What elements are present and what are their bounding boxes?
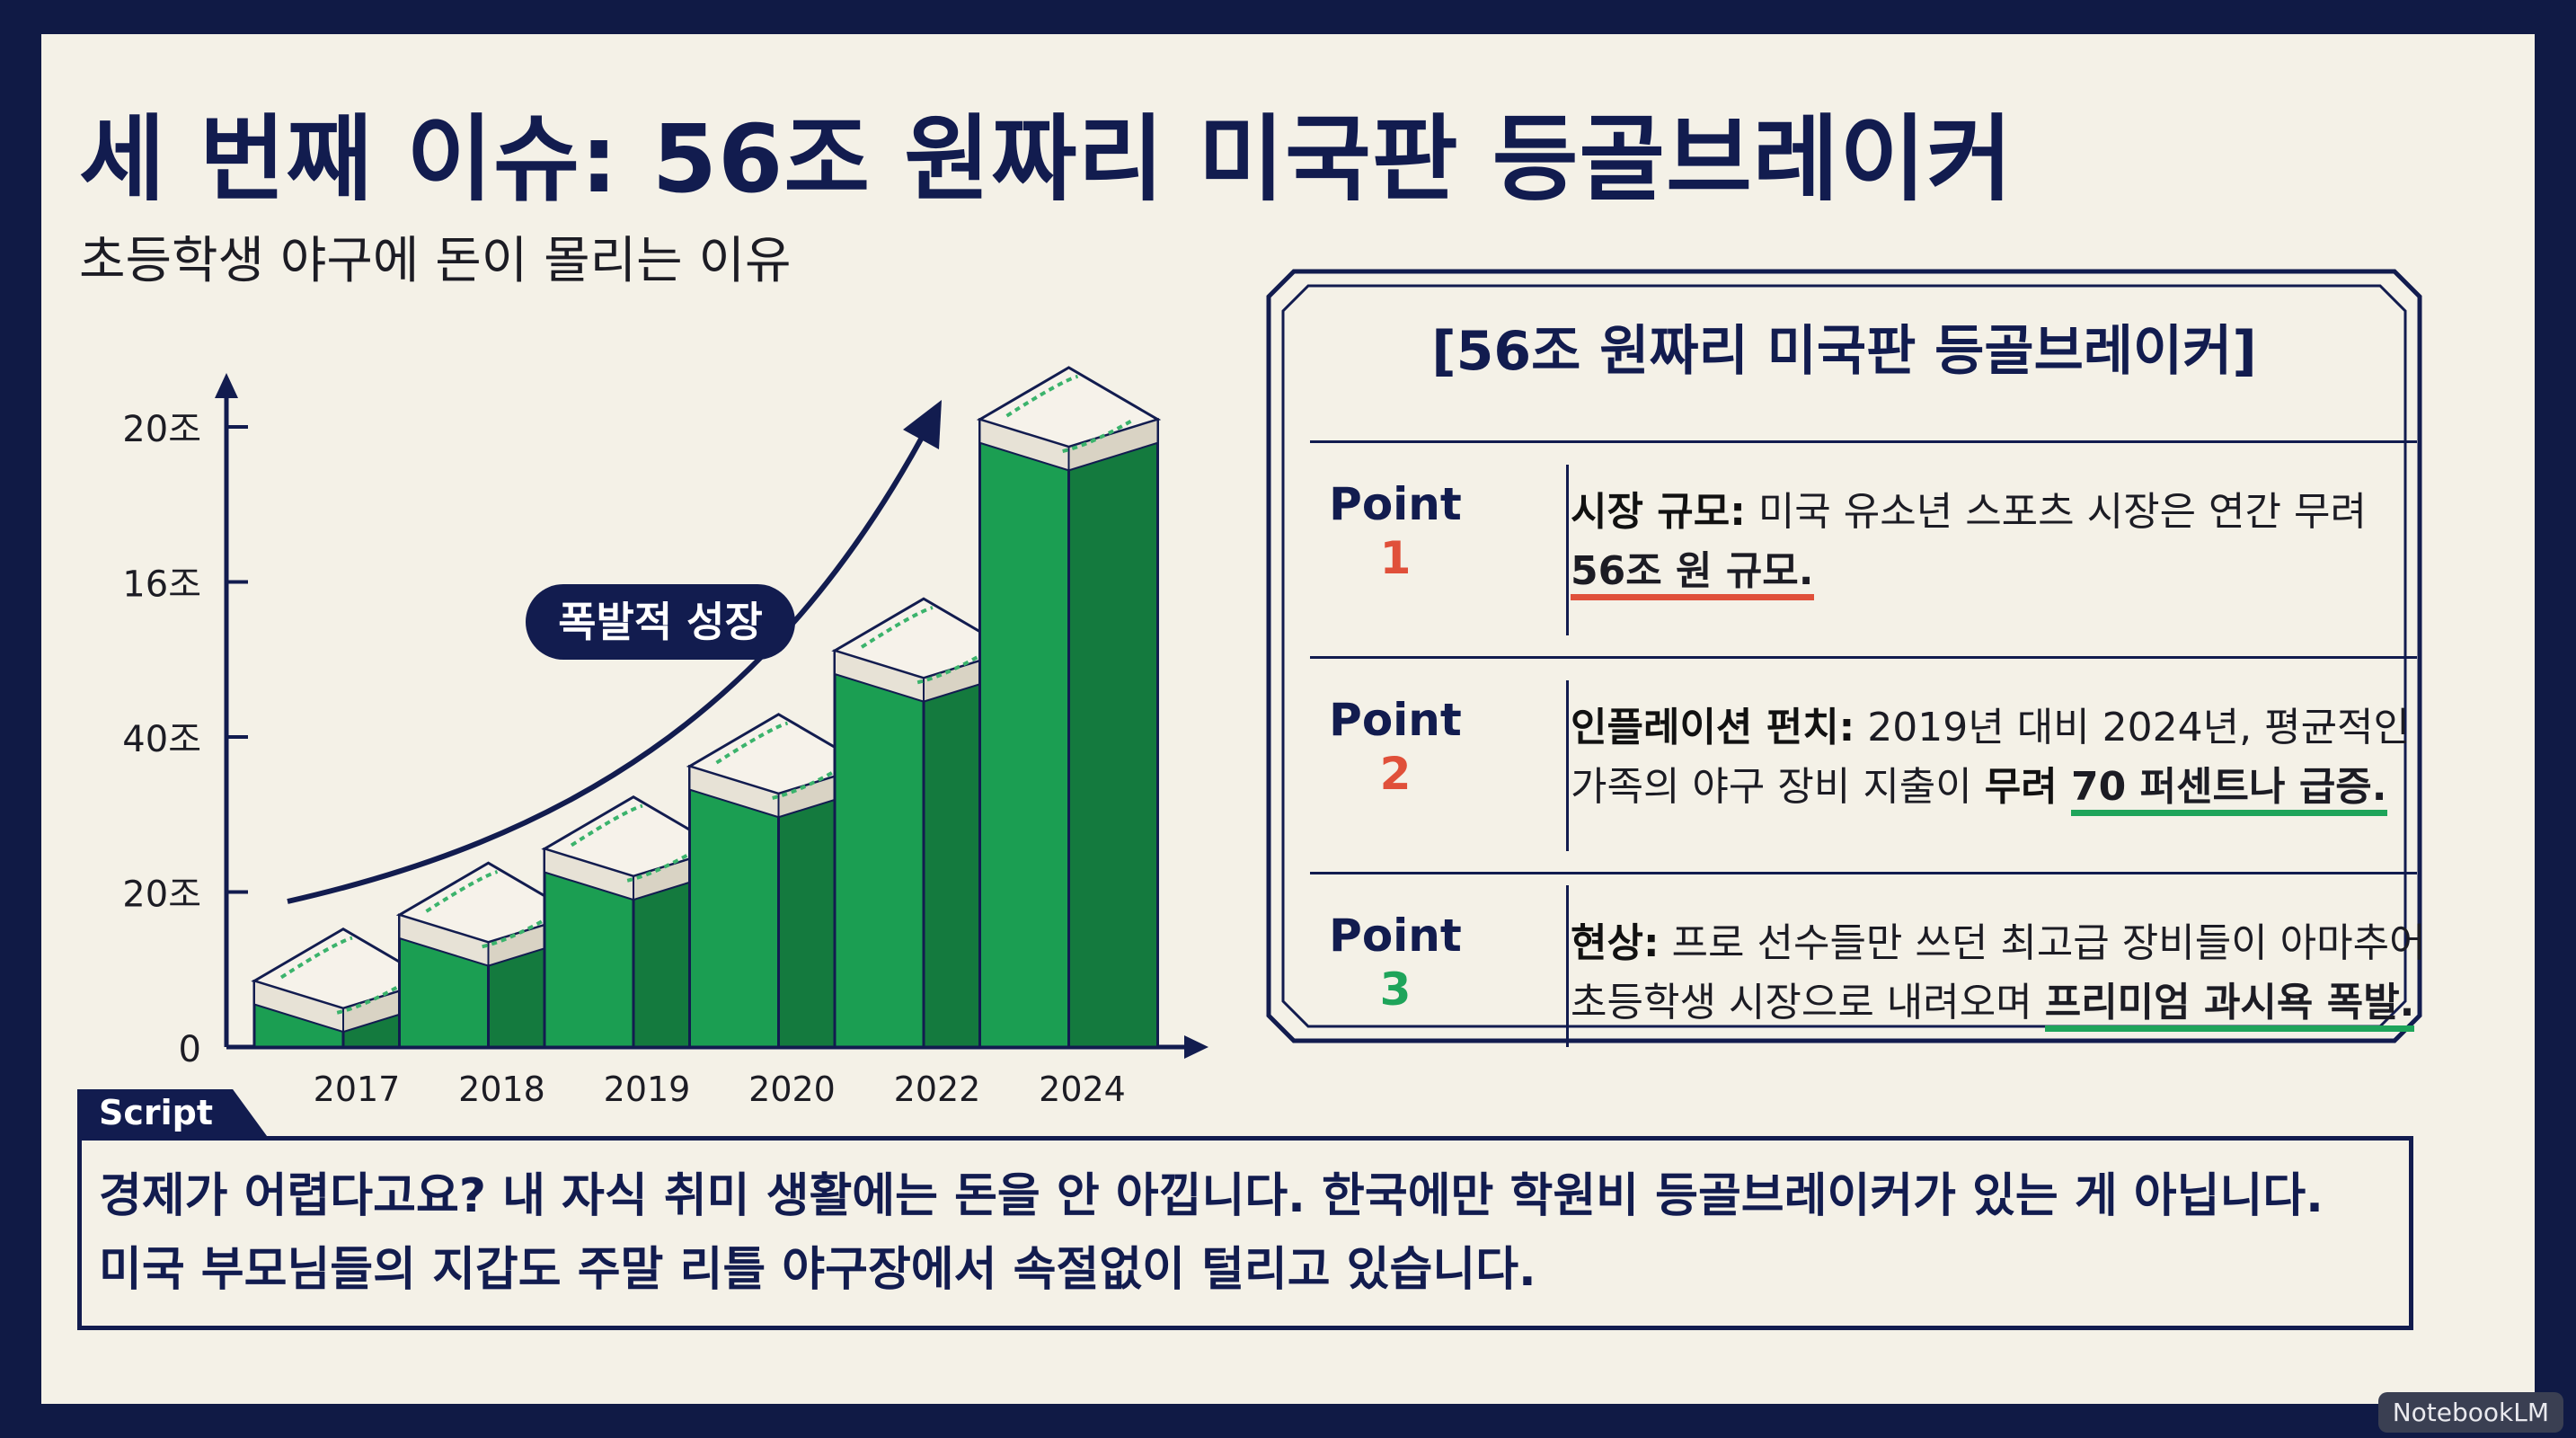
point-text: 시장 규모: 미국 유소년 스포츠 시장은 연간 무려 56조 원 규모.	[1571, 483, 2433, 601]
baseball-stitch	[1059, 420, 1132, 454]
point-highlight-pre: 무려	[1984, 764, 2072, 810]
notebooklm-badge: NotebookLM	[2377, 1392, 2563, 1433]
baseball-stitch	[425, 870, 499, 913]
x-tick-label: 2020	[748, 1070, 836, 1109]
y-tick-label: 16조	[122, 564, 201, 606]
divider	[1566, 680, 1569, 851]
divider	[1310, 440, 2417, 443]
annotation-label: 폭발적 성장	[558, 598, 763, 646]
growth-arrow	[287, 421, 933, 904]
divider	[1310, 656, 2417, 659]
point-label: Point 1	[1310, 477, 1481, 585]
divider	[1566, 885, 1569, 1047]
growth-arrow-head	[903, 400, 942, 449]
baseball-stitch	[860, 606, 934, 649]
baseball-stitch	[769, 766, 842, 801]
bar-face	[833, 649, 925, 1049]
bar-chart: 0 20조 40조 16조 20조 2017 2018 2019 2020 2022 2024 폭발적…	[122, 366, 1208, 1109]
bar-side	[1067, 418, 1159, 1049]
point-label: Point 2	[1310, 693, 1481, 801]
baseball-stitch	[279, 936, 353, 980]
point-number: 2	[1379, 748, 1412, 800]
baseball-stitch	[914, 651, 987, 685]
divider	[1566, 465, 1569, 635]
point-row-2: Point 2 인플레이션 펀치: 2019년 대비 2024년, 평균적인 가…	[1310, 661, 2417, 867]
bar	[976, 366, 1162, 1049]
point-body-text: 2019년 대비 2024년, 평균적인 가족의 야구 장비 지출이	[1571, 705, 2411, 810]
point-highlight: 프리미엄 과시욕 폭발.	[2044, 980, 2415, 1032]
annotation-pill	[526, 584, 795, 660]
point-text: 현상: 프로 선수들만 쓰던 최고급 장비들이 아마추어 초등학생 시장으로 내…	[1571, 914, 2433, 1033]
point-row-1: Point 1 시장 규모: 미국 유소년 스포츠 시장은 연간 무려 56조 …	[1310, 445, 2417, 652]
point-word: Point	[1329, 478, 1462, 530]
info-panel: [56조 원짜리 미국판 등골브레이커] Point 1 시장 규모: 미국 유…	[1258, 261, 2430, 1052]
x-tick-label: 2017	[314, 1070, 401, 1109]
script-line-2: 미국 부모님들의 지갑도 주말 리틀 야구장에서 속절없이 털리고 있습니다.	[99, 1243, 1536, 1297]
x-tick-label: 2019	[604, 1070, 691, 1109]
y-tick-label: 40조	[122, 719, 201, 760]
script-text: 경제가 어렵다고요? 내 자식 취미 생활에는 돈을 안 아낍니다. 한국에만 …	[99, 1159, 2399, 1307]
x-tick-label: 2024	[1039, 1070, 1126, 1109]
bar-face	[978, 418, 1070, 1049]
point-word: Point	[1329, 910, 1462, 962]
point-body-text: 프로 선수들만 쓰던 최고급 장비들이 아마추어 초등학생 시장으로 내려오며	[1571, 920, 2426, 1025]
page-subtitle: 초등학생 야구에 돈이 몰리는 이유	[79, 232, 792, 290]
x-tick-label: 2018	[458, 1070, 545, 1109]
point-body-text: 미국 유소년 스포츠 시장은 연간 무려	[1745, 489, 2367, 535]
point-highlight: 56조 원 규모.	[1571, 548, 1814, 600]
point-highlight: 70 퍼센트나 급증.	[2071, 764, 2387, 816]
script-box	[77, 1136, 2413, 1330]
script-tab: Script	[77, 1089, 268, 1136]
x-tick-label: 2022	[894, 1070, 981, 1109]
baseball-stitch	[570, 803, 643, 848]
point-number: 1	[1379, 532, 1412, 584]
point-word: Point	[1329, 694, 1462, 746]
point-lead: 인플레이션 펀치:	[1571, 705, 1855, 750]
baseball-stitch	[333, 981, 406, 1016]
point-lead: 시장 규모:	[1571, 489, 1746, 535]
page-title: 세 번째 이슈: 56조 원짜리 미국판 등골브레이커	[79, 104, 2014, 214]
x-axis-arrow	[1184, 1035, 1208, 1059]
baseball-stitch	[715, 721, 789, 765]
baseball-stitch	[624, 848, 696, 883]
script-line-1: 경제가 어렵다고요? 내 자식 취미 생활에는 돈을 안 아낍니다. 한국에만 …	[99, 1169, 2324, 1223]
point-label: Point 3	[1310, 909, 1481, 1016]
point-text: 인플레이션 펀치: 2019년 대비 2024년, 평균적인 가족의 야구 장비…	[1571, 698, 2433, 817]
divider	[1310, 872, 2417, 874]
y-axis-arrow	[215, 373, 238, 398]
point-number: 3	[1379, 963, 1412, 1016]
baseball-stitch	[479, 915, 552, 949]
panel-title: [56조 원짜리 미국판 등골브레이커]	[1431, 320, 2257, 383]
point-lead: 현상:	[1571, 920, 1660, 966]
y-tick-label: 20조	[122, 409, 201, 450]
point-row-3: Point 3 현상: 프로 선수들만 쓰던 최고급 장비들이 아마추어 초등학…	[1310, 876, 2426, 1083]
y-tick-label: 20조	[122, 874, 201, 916]
baseball-stitch	[1005, 374, 1079, 418]
y-tick-label: 0	[179, 1029, 201, 1070]
baseball-edge	[1067, 418, 1159, 472]
